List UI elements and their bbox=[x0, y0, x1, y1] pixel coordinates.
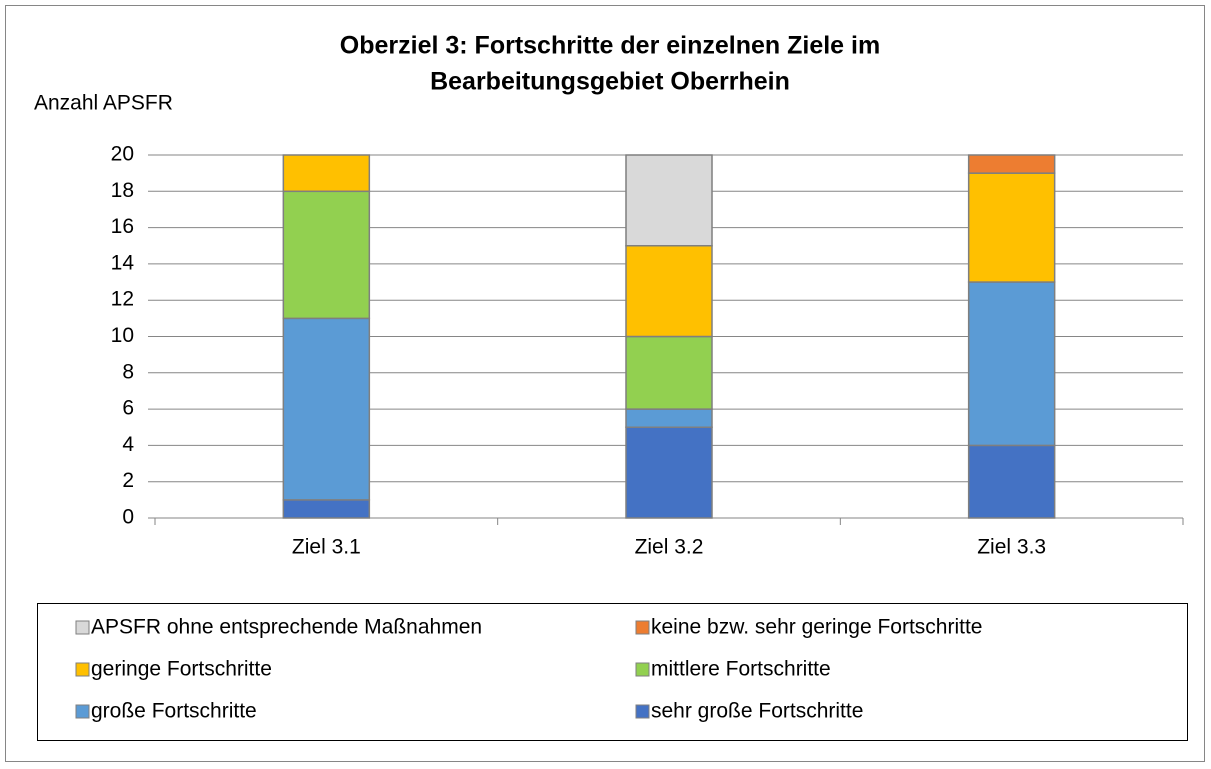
y-tick-label: 2 bbox=[122, 469, 134, 492]
bar-segment bbox=[625, 245, 713, 338]
legend-swatch bbox=[75, 662, 90, 677]
bar-segment bbox=[282, 317, 371, 501]
x-tick-label: Ziel 3.2 bbox=[635, 536, 704, 559]
chart-title: Bearbeitungsgebiet Oberrhein bbox=[430, 68, 790, 96]
legend-label: geringe Fortschritte bbox=[91, 658, 272, 681]
y-tick-label: 10 bbox=[111, 324, 134, 347]
y-tick-label: 6 bbox=[122, 397, 134, 420]
bar-segment bbox=[282, 154, 371, 193]
legend-swatch bbox=[75, 620, 90, 635]
y-tick-label: 8 bbox=[122, 360, 134, 383]
bar-segment bbox=[282, 190, 371, 320]
x-tick-label: Ziel 3.3 bbox=[977, 536, 1046, 559]
legend-swatch bbox=[635, 704, 650, 719]
bar-segment bbox=[625, 335, 713, 410]
bar-segment bbox=[282, 499, 371, 519]
legend-label: große Fortschritte bbox=[91, 700, 257, 723]
legend-label: APSFR ohne entsprechende Maßnahmen bbox=[91, 616, 482, 639]
bar-segment bbox=[967, 281, 1056, 447]
bar-segment bbox=[625, 426, 713, 519]
legend-swatch bbox=[635, 662, 650, 677]
y-tick-label: 4 bbox=[122, 433, 134, 456]
bar-segment bbox=[625, 408, 713, 429]
legend-swatch bbox=[75, 704, 90, 719]
y-tick-label: 14 bbox=[111, 251, 135, 274]
y-tick-label: 16 bbox=[111, 215, 134, 238]
y-tick-label: 0 bbox=[122, 506, 134, 529]
bar-segment bbox=[967, 172, 1056, 283]
legend-swatch bbox=[635, 620, 650, 635]
y-tick-label: 20 bbox=[111, 143, 134, 166]
chart-title: Oberziel 3: Fortschritte der einzelnen Z… bbox=[340, 32, 880, 60]
legend-label: mittlere Fortschritte bbox=[651, 658, 831, 681]
legend-box bbox=[37, 603, 1188, 741]
y-tick-label: 12 bbox=[111, 288, 134, 311]
x-tick-label: Ziel 3.1 bbox=[292, 536, 361, 559]
y-axis-label: Anzahl APSFR bbox=[34, 92, 173, 115]
bar-segment bbox=[625, 154, 713, 247]
y-tick-label: 18 bbox=[111, 179, 134, 202]
legend-label: keine bzw. sehr geringe Fortschritte bbox=[651, 616, 983, 639]
legend-label: sehr große Fortschritte bbox=[651, 700, 863, 723]
bar-segment bbox=[967, 444, 1056, 519]
bar-segment bbox=[967, 154, 1056, 174]
